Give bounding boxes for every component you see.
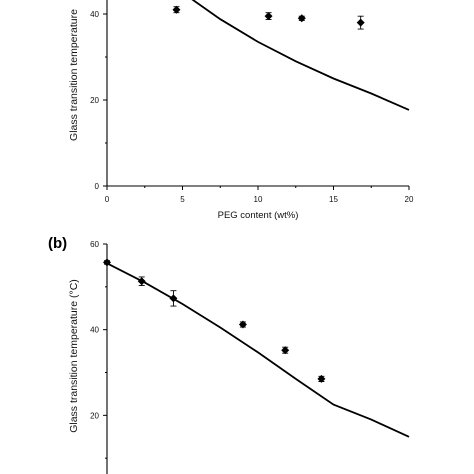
y-axis-label: Glass transition temperature (°C) — [68, 279, 80, 433]
chart-panel-2: 20 40 60 Glass transition temperature (°C) (… — [48, 235, 410, 474]
y-tick-label: 60 — [90, 240, 99, 249]
data-point — [297, 14, 306, 23]
x-tick-label: 15 — [329, 195, 338, 204]
x-tick-label: 20 — [405, 195, 414, 204]
x-tick-label: 0 — [105, 195, 110, 204]
x-axis-label: PEG content (wt%) — [218, 210, 299, 221]
data-point — [238, 320, 247, 329]
x-tick-label: 5 — [180, 195, 185, 204]
y-tick-label: 40 — [90, 10, 99, 19]
y-tick-label: 20 — [90, 96, 99, 105]
data-point — [281, 346, 290, 355]
y-axis-label: Glass transition temperature — [68, 9, 80, 141]
chart-panel-1: 0 20 40 0 5 10 15 20 PEG content (wt%) Glass tran… — [68, 0, 414, 221]
data-point — [317, 374, 326, 383]
data-point — [172, 5, 181, 14]
data-point — [356, 18, 365, 27]
model-curve — [191, 0, 410, 111]
data-point — [264, 12, 273, 21]
y-tick-label: 0 — [95, 182, 100, 191]
y-tick-label: 40 — [90, 326, 99, 335]
model-curve — [106, 262, 410, 438]
panel-label: (b) — [48, 235, 67, 252]
y-tick-label: 20 — [90, 411, 99, 420]
x-tick-label: 10 — [254, 195, 263, 204]
